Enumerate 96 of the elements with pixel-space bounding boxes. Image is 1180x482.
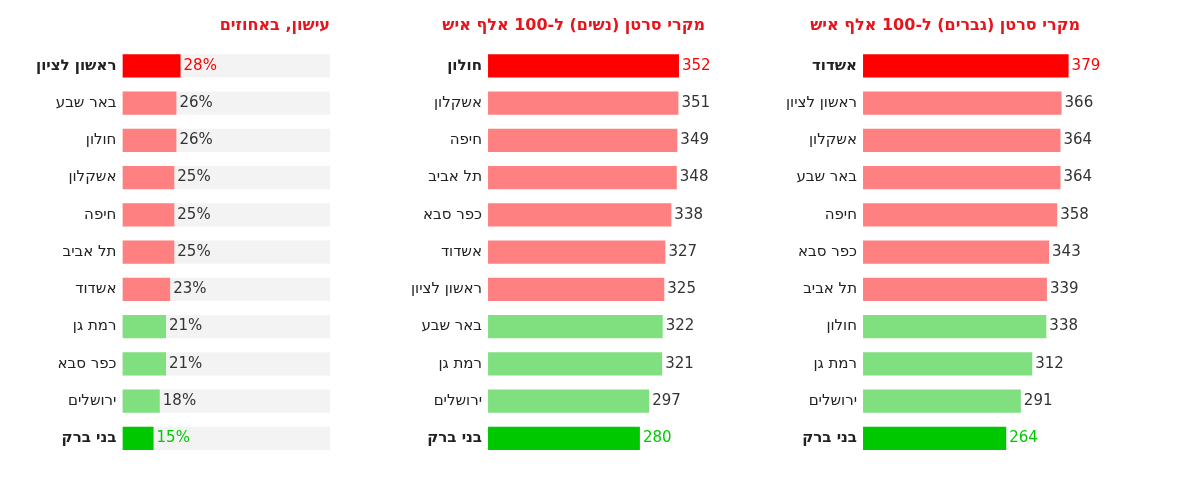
bar — [122, 389, 160, 413]
data-label: 21% — [169, 353, 203, 372]
data-label: 15% — [156, 428, 190, 447]
bar — [863, 166, 1061, 190]
data-label: 339 — [1049, 279, 1079, 298]
y-tick-label: אשקלון — [434, 92, 483, 111]
data-label: 349 — [680, 130, 709, 149]
data-label: 25% — [177, 204, 211, 223]
bar — [863, 352, 1033, 376]
data-label: 26% — [179, 92, 213, 111]
bar — [488, 203, 672, 227]
bar — [863, 54, 1069, 78]
y-tick-label: רמת גן — [72, 316, 117, 335]
data-label: 338 — [1049, 316, 1079, 335]
bar — [488, 315, 663, 339]
y-tick-label: אשדוד — [440, 241, 483, 260]
y-tick-label: כפר סבא — [57, 353, 117, 372]
bar — [488, 277, 665, 301]
data-label: 23% — [173, 279, 207, 298]
y-tick-label: אשקלון — [809, 130, 858, 149]
y-tick-label: חולון — [85, 130, 117, 149]
data-label: 348 — [679, 167, 709, 186]
y-tick-label: בני ברק — [61, 428, 117, 447]
bar — [122, 315, 167, 339]
data-label: 366 — [1064, 92, 1094, 111]
y-tick-label: תל אביב — [803, 279, 858, 298]
y-tick-label: חיפה — [824, 204, 858, 223]
y-tick-label: ירושלים — [433, 391, 483, 410]
bar — [488, 91, 679, 115]
chart-title: מקרי סרטן (נשים) ל-100 אלף איש — [442, 14, 705, 34]
bar — [863, 277, 1047, 301]
data-label: 25% — [177, 167, 211, 186]
bar — [488, 240, 666, 264]
y-tick-label: כפר סבא — [423, 204, 483, 223]
bar — [488, 166, 677, 190]
data-label: 312 — [1035, 353, 1064, 372]
bar — [488, 426, 640, 450]
data-label: 18% — [162, 391, 197, 410]
bar — [488, 389, 650, 413]
bar — [863, 315, 1047, 339]
y-tick-label: בני ברק — [427, 428, 483, 447]
data-label: 352 — [681, 55, 711, 74]
y-tick-label: באר שבע — [796, 167, 858, 186]
y-tick-label: חולון — [447, 55, 483, 74]
y-tick-label: חיפה — [84, 204, 117, 223]
y-tick-label: תל אביב — [62, 241, 117, 260]
y-tick-label: באר שבע — [421, 316, 483, 335]
bar — [863, 203, 1058, 227]
y-tick-label: חולון — [826, 316, 858, 335]
data-label: 25% — [177, 241, 211, 260]
y-tick-label: חיפה — [449, 130, 483, 149]
data-label: 291 — [1023, 391, 1053, 410]
data-label: 280 — [642, 428, 672, 447]
bar — [488, 128, 678, 152]
bar — [863, 128, 1061, 152]
data-label: 322 — [665, 316, 695, 335]
y-tick-label: אשדוד — [811, 55, 858, 74]
data-label: 338 — [674, 204, 704, 223]
y-tick-label: רמת גן — [813, 353, 858, 372]
y-tick-label: ראשון לציון — [35, 55, 117, 74]
y-tick-label: ירושלים — [68, 391, 117, 410]
data-label: 297 — [652, 391, 681, 410]
y-tick-label: תל אביב — [428, 167, 483, 186]
bar — [863, 389, 1021, 413]
y-tick-label: רמת גן — [438, 353, 483, 372]
bar — [863, 426, 1007, 450]
chart-title: מקרי סרטן (גברים) ל-100 אלף איש — [810, 14, 1080, 34]
data-label: 28% — [183, 55, 217, 74]
y-tick-label: ירושלים — [808, 391, 858, 410]
chart-title: עישון, באחוזים — [219, 14, 330, 34]
bar — [122, 426, 154, 450]
y-tick-label: ראשון לציון — [786, 92, 858, 111]
y-tick-label: באר שבע — [55, 92, 117, 111]
data-label: 264 — [1009, 428, 1038, 447]
y-tick-label: ראשון לציון — [411, 279, 483, 298]
data-label: 358 — [1060, 204, 1089, 223]
bar — [122, 277, 171, 301]
bar — [122, 352, 167, 376]
data-label: 351 — [681, 92, 711, 111]
bar — [488, 352, 663, 376]
data-label: 325 — [667, 279, 696, 298]
y-tick-label: בני ברק — [802, 428, 858, 447]
data-label: 364 — [1063, 130, 1093, 149]
data-label: 379 — [1071, 55, 1101, 74]
data-label: 26% — [179, 130, 213, 149]
y-tick-label: אשקלון — [68, 167, 117, 186]
data-label: 343 — [1052, 241, 1081, 260]
data-label: 321 — [665, 353, 694, 372]
y-tick-label: כפר סבא — [798, 241, 858, 260]
data-label: 21% — [169, 316, 203, 335]
bar — [863, 91, 1062, 115]
y-tick-label: אשדוד — [75, 279, 117, 298]
bar — [863, 240, 1050, 264]
data-label: 364 — [1063, 167, 1093, 186]
bar — [488, 54, 679, 78]
data-label: 327 — [668, 241, 698, 260]
